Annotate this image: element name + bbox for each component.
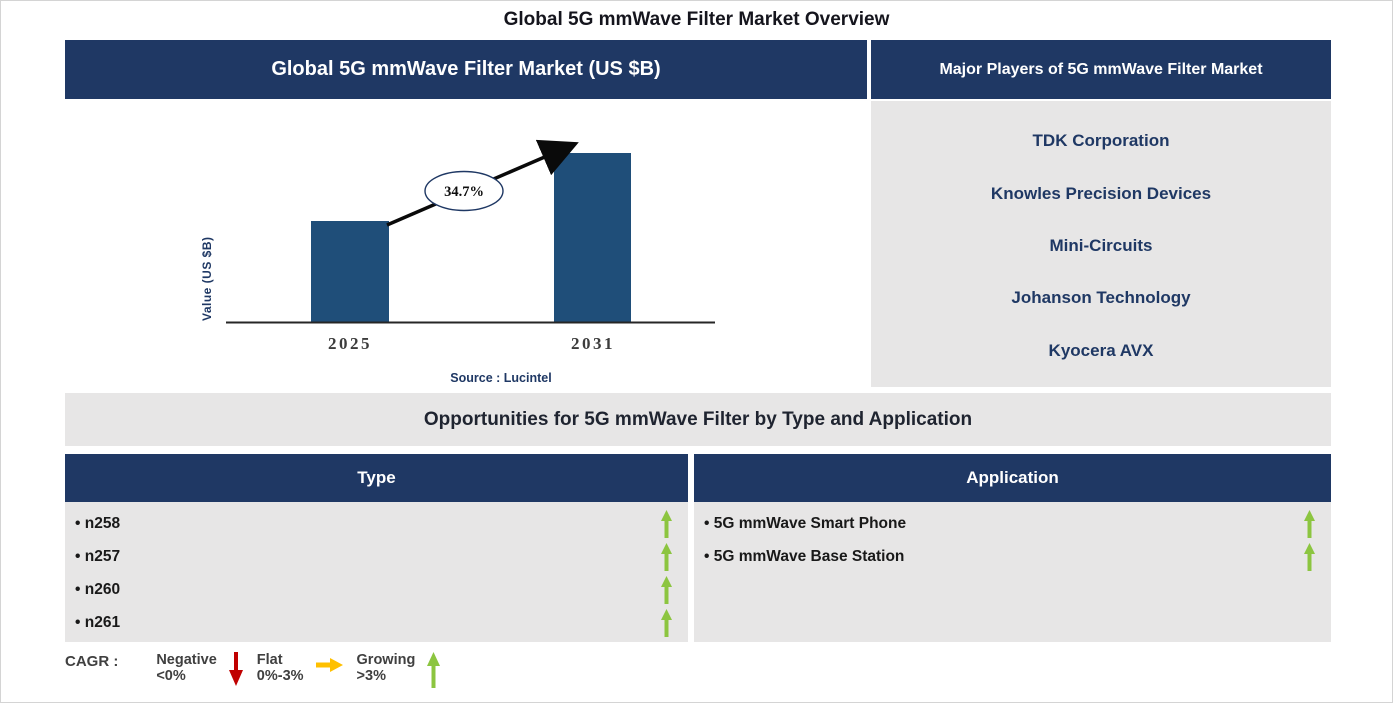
bar-2025 [311, 221, 389, 322]
application-item-label: 5G mmWave Smart Phone [704, 515, 906, 533]
player-item: Mini-Circuits [1049, 235, 1153, 255]
opportunities-banner-label: Opportunities for 5G mmWave Filter by Ty… [423, 408, 973, 430]
growing-up-arrow-icon [661, 608, 672, 637]
type-header-label: Type [357, 468, 396, 487]
application-list: 5G mmWave Smart Phone 5G mmWave Base Sta… [694, 502, 1331, 642]
source-note: Source : Lucintel [450, 371, 551, 385]
cagr-value: 34.7% [444, 184, 484, 200]
growing-up-arrow-icon [1304, 509, 1315, 538]
x-tick-2031: 2031 [571, 334, 615, 353]
market-chart-header-label: Global 5G mmWave Filter Market (US $B) [271, 58, 661, 80]
list-item: n261 [65, 606, 688, 639]
player-item: TDK Corporation [1032, 131, 1170, 151]
growing-up-arrow-icon [1304, 542, 1315, 571]
type-header: Type [65, 454, 688, 502]
opportunities-banner: Opportunities for 5G mmWave Filter by Ty… [65, 393, 1331, 446]
bar-chart-svg: Value (US $B) 34.7% 2025 2031 Source : L… [200, 139, 715, 385]
y-axis-label: Value (US $B) [200, 236, 214, 321]
type-item-label: n258 [75, 515, 120, 533]
legend-item-flat: Flat 0%-3% [257, 652, 357, 684]
legend-flat-label: Flat [256, 652, 283, 668]
growing-up-arrow-icon [661, 509, 672, 538]
legend-negative-range: <0% [156, 668, 186, 684]
market-chart-header: Global 5G mmWave Filter Market (US $B) [65, 40, 867, 99]
bar-2031 [554, 153, 631, 322]
flat-right-arrow-icon [315, 658, 343, 672]
growing-up-arrow-icon [661, 575, 672, 604]
type-item-label: n261 [75, 614, 120, 632]
player-item: Kyocera AVX [1048, 340, 1154, 360]
legend-flat-range: 0%-3% [256, 668, 304, 684]
cagr-legend-title: CAGR : [65, 653, 119, 670]
application-header-label: Application [966, 468, 1059, 487]
player-item: Johanson Technology [1011, 288, 1191, 308]
cagr-badge [424, 170, 504, 212]
cagr-legend: CAGR : Negative <0% Flat 0%-3% Growing >… [65, 652, 454, 688]
legend-growing-range: >3% [356, 668, 386, 684]
list-item: n257 [65, 540, 688, 573]
players-header: Major Players of 5G mmWave Filter Market [871, 40, 1331, 99]
application-item-label: 5G mmWave Base Station [704, 548, 905, 566]
type-item-label: n257 [75, 548, 120, 566]
player-item: Knowles Precision Devices [990, 183, 1212, 203]
list-item: 5G mmWave Base Station [694, 540, 1331, 573]
x-tick-2025: 2025 [328, 334, 372, 353]
legend-growing-label: Growing [356, 652, 416, 668]
growing-up-arrow-icon [427, 652, 441, 688]
page-title: Global 5G mmWave Filter Market Overview [503, 9, 890, 30]
list-item: n258 [65, 507, 688, 540]
legend-item-growing: Growing >3% [357, 652, 455, 688]
growing-up-arrow-icon [661, 542, 672, 571]
legend-negative-label: Negative [156, 652, 217, 668]
application-header: Application [694, 454, 1331, 502]
list-item: n260 [65, 573, 688, 606]
negative-down-arrow-icon [228, 652, 243, 686]
type-list: n258 n257 n260 n261 [65, 502, 688, 642]
market-bar-chart: Value (US $B) 34.7% 2025 2031 Source : L… [65, 101, 867, 391]
players-header-label: Major Players of 5G mmWave Filter Market [939, 60, 1263, 78]
list-item: 5G mmWave Smart Phone [694, 507, 1331, 540]
type-item-label: n260 [75, 581, 120, 599]
players-list: TDK Corporation Knowles Precision Device… [871, 101, 1331, 387]
legend-item-negative: Negative <0% [156, 652, 256, 686]
